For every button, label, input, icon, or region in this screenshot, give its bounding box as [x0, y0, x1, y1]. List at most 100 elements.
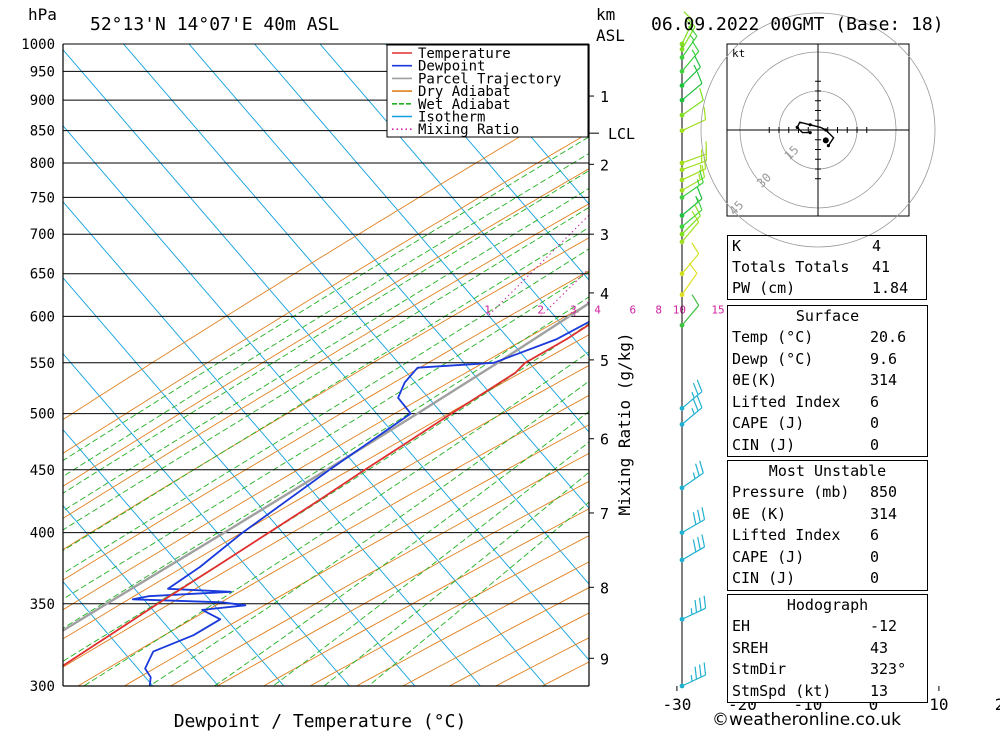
hodograph-point: [808, 131, 812, 135]
wind-barb-staff: [681, 674, 706, 687]
wind-barb: [679, 55, 701, 88]
hodograph-stat-row-label: EH: [732, 617, 751, 635]
wind-barb-staff: [681, 546, 705, 561]
dry-adiabat-line: [63, 364, 589, 668]
hodograph-units-label: kt: [732, 47, 745, 60]
wind-barb: [679, 662, 707, 689]
wind-barb: [679, 395, 703, 427]
surface-row-value: 314: [870, 371, 898, 389]
wind-barb: [679, 534, 706, 563]
wind-barb-flag: [696, 186, 703, 199]
wind-barb: [679, 460, 704, 491]
hodograph-stat-row: StmSpd (kt) 13: [728, 681, 927, 703]
totals-totals-value: 41: [872, 258, 891, 276]
pressure-tick-label: 800: [30, 156, 55, 172]
surface-row-value: 20.6: [870, 328, 907, 346]
wind-barb-flag: [697, 509, 701, 523]
legend-entry: Wet Adiabat: [418, 97, 511, 113]
wind-barb-flag: [703, 662, 707, 676]
wind-barb-flag: [688, 25, 698, 37]
pressure-tick-label: 900: [30, 93, 55, 109]
wind-barb-staff: [681, 176, 705, 191]
wet-adiabat-line: [323, 471, 589, 686]
pressure-tick-label: 850: [30, 124, 55, 140]
pw-label: PW (cm): [732, 279, 796, 297]
wind-barb: [679, 87, 704, 118]
wind-barb-half-flag: [690, 608, 693, 615]
wind-barb-flag: [692, 398, 699, 412]
most-unstable-row-value: 314: [870, 504, 898, 523]
pressure-tick-label: 500: [30, 407, 55, 423]
legend-entry: Isotherm: [418, 110, 485, 126]
wind-barb-staff: [681, 221, 700, 243]
wind-barb: [679, 507, 706, 535]
pressure-tick-label: 400: [30, 526, 55, 542]
pressure-tick-label: 300: [30, 679, 55, 695]
location-title: 52°13'N 14°07'E 40m ASL: [90, 14, 339, 35]
isotherm-line: [385, 44, 589, 281]
wind-barb-half-flag: [692, 472, 696, 479]
wind-barb: [679, 25, 698, 60]
wind-barb-flag: [699, 170, 704, 183]
dry-adiabat-line: [63, 168, 589, 487]
pressure-tick-label: 750: [30, 190, 55, 206]
surface-row: θE(K) 314: [728, 370, 927, 392]
dry-adiabat-line: [77, 394, 589, 686]
isotherm-line: [63, 277, 416, 686]
pressure-tick-label: 450: [30, 463, 55, 479]
wind-barb-staff: [681, 160, 707, 171]
wind-barb: [679, 71, 703, 103]
wind-barb-staff: [681, 153, 707, 164]
wind-barb-half-flag: [687, 26, 693, 32]
hodograph-box: Hodograph EH -12 SREH 43 StmDir 323° StmSpd (k…: [727, 594, 928, 703]
dry-adiabat-line: [216, 480, 589, 686]
pressure-tick-label: 650: [30, 267, 55, 283]
wind-barb-flag: [701, 534, 706, 548]
height-tick-label: 2: [600, 156, 609, 174]
wind-barb-flag: [703, 107, 707, 120]
hodograph-stat-row-value: -12: [870, 617, 898, 635]
datetime-title: 06.09.2022 00GMT (Base: 18): [651, 14, 944, 35]
parcel-trajectory-line: [63, 301, 589, 632]
wind-barb-half-flag: [696, 179, 700, 186]
wind-barb-flag: [695, 463, 700, 476]
wind-barb-half-flag: [691, 391, 695, 399]
legend-entry: Dry Adiabat: [418, 84, 511, 100]
wind-barb-flag: [683, 11, 694, 21]
wind-barb-half-flag: [695, 195, 699, 203]
legend-entry: Dewpoint: [418, 59, 485, 75]
wind-barb: [679, 595, 707, 622]
wind-barb: [679, 170, 704, 200]
x-tick-label: -30: [662, 695, 691, 714]
wind-barb-half-flag: [693, 64, 698, 71]
surface-row: CIN (J) 0: [728, 435, 927, 457]
hpa-label: hPa: [28, 5, 57, 24]
hodograph-ring: [700, 12, 936, 248]
pw-value: 1.84: [872, 279, 909, 297]
mixing-ratio-line: [487, 214, 589, 317]
legend-entry: Parcel Trajectory: [418, 71, 561, 87]
dry-adiabat-line: [263, 508, 589, 686]
hodograph-stat-row-value: 323°: [870, 660, 907, 678]
mixing-ratio-label: 6: [630, 303, 637, 316]
wind-barb-flag: [691, 210, 700, 223]
wind-barb-flag: [699, 460, 704, 474]
temperature-line: [63, 323, 589, 667]
wind-barb-flag: [696, 71, 703, 84]
mixing-ratio-label: 2: [537, 303, 544, 316]
surface-row-value: 6: [870, 392, 880, 411]
height-tick-label: 8: [600, 579, 609, 597]
surface-title: Surface: [795, 307, 860, 325]
wind-barb-flag: [691, 40, 700, 52]
wind-barb-flag: [692, 539, 697, 553]
totals-totals-label: Totals Totals: [732, 258, 850, 276]
height-axis: 1 2 3 4 5 6 7 8 9 LCL: [589, 88, 635, 668]
wind-barb-dot: [679, 177, 685, 183]
surface-row: Temp (°C) 20.6: [728, 327, 927, 349]
hodograph-stat-row-label: SREH: [732, 638, 769, 657]
wind-barb-flag: [694, 55, 701, 68]
isotherm-line: [63, 201, 481, 686]
wind-barb-flag: [694, 204, 701, 217]
